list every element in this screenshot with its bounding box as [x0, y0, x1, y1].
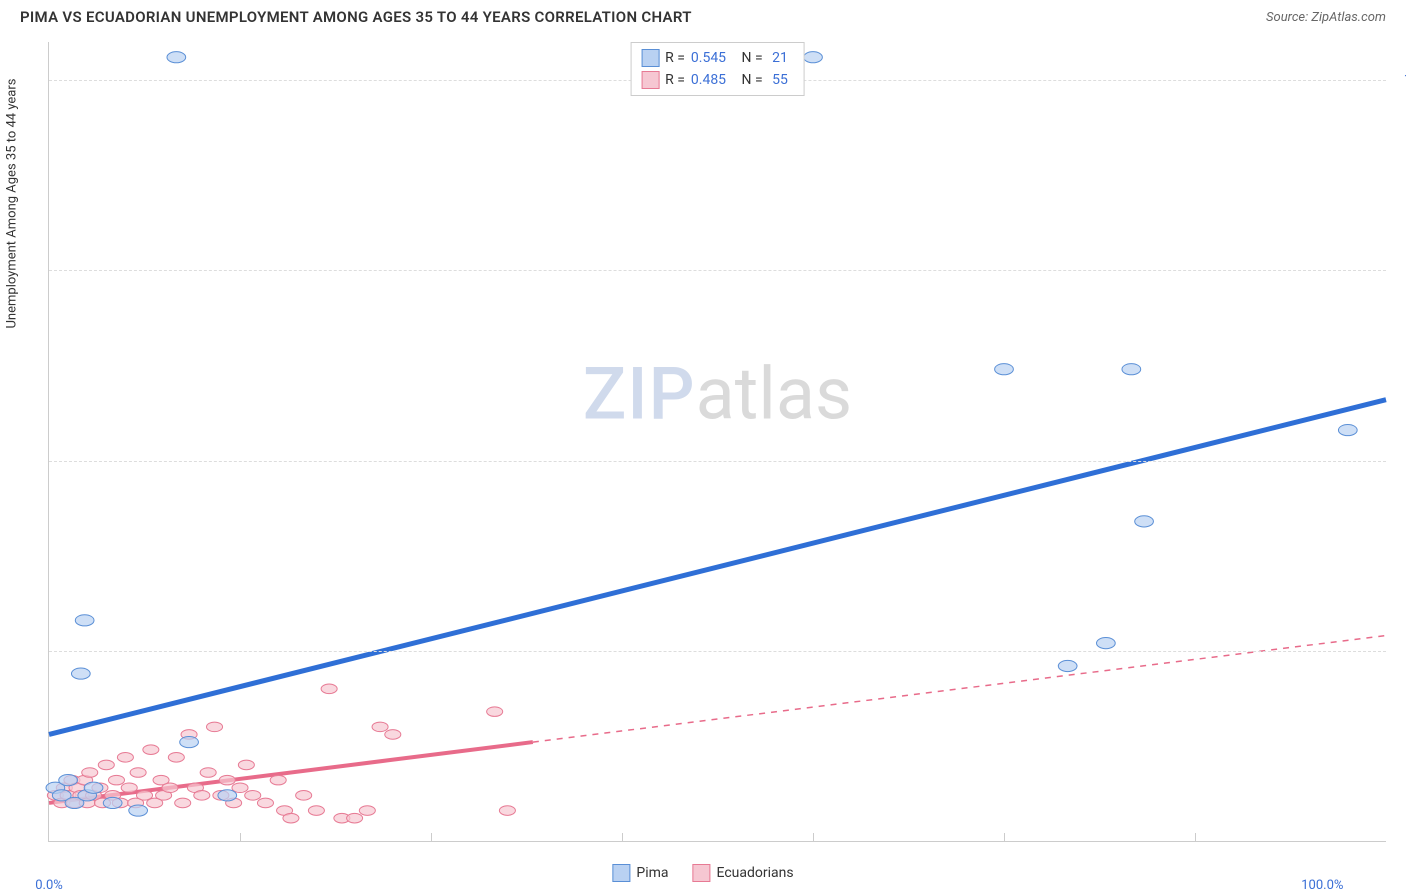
stats-legend-row: R = 0.545 N = 21 [641, 47, 794, 69]
data-point [129, 805, 148, 816]
data-point [296, 791, 312, 801]
y-tick-label: 50.0% [1391, 453, 1406, 468]
data-point [168, 753, 184, 763]
x-tick-label: 0.0% [35, 878, 63, 893]
bottom-legend: Pima Ecuadorians [612, 864, 793, 882]
data-point [200, 768, 216, 778]
data-point [347, 813, 363, 823]
data-point [82, 768, 98, 778]
data-point [232, 783, 248, 793]
data-point [257, 798, 273, 808]
data-point [1135, 516, 1154, 527]
data-point [1097, 638, 1116, 649]
source-label: Source: ZipAtlas.com [1266, 10, 1386, 25]
y-axis-label: Unemployment Among Ages 35 to 44 years [5, 79, 20, 329]
y-tick-label: 75.0% [1391, 263, 1406, 278]
data-point [71, 668, 90, 679]
gridline-y [49, 461, 1386, 462]
legend-label: Ecuadorians [717, 865, 794, 881]
data-point [167, 52, 186, 63]
data-point [995, 364, 1014, 375]
data-point [162, 783, 178, 793]
data-point [804, 52, 823, 63]
legend-swatch [693, 864, 711, 882]
trend-line [49, 400, 1386, 735]
tick-x [431, 833, 432, 841]
title-bar: PIMA VS ECUADORIAN UNEMPLOYMENT AMONG AG… [0, 0, 1406, 30]
data-point [194, 791, 210, 801]
y-tick-label: 100.0% [1391, 73, 1406, 88]
data-point [283, 813, 299, 823]
data-point [1338, 424, 1357, 435]
legend-swatch [612, 864, 630, 882]
data-point [180, 736, 199, 747]
n-label: N = [738, 72, 763, 88]
legend-item: Ecuadorians [693, 864, 794, 882]
data-point [270, 775, 286, 785]
tick-x [622, 833, 623, 841]
stats-legend: R = 0.545 N = 21R = 0.485 N = 55 [630, 42, 805, 96]
tick-x [1195, 833, 1196, 841]
data-point [121, 783, 137, 793]
data-point [59, 775, 78, 786]
data-point [372, 722, 388, 732]
legend-label: Pima [636, 865, 668, 881]
r-label: R = [665, 72, 685, 88]
chart-title: PIMA VS ECUADORIAN UNEMPLOYMENT AMONG AG… [20, 8, 692, 26]
tick-x [1004, 833, 1005, 841]
data-point [487, 707, 503, 717]
data-point [103, 797, 122, 808]
x-tick-label: 100.0% [1301, 878, 1343, 893]
stats-legend-row: R = 0.485 N = 55 [641, 69, 794, 91]
gridline-y [49, 651, 1386, 652]
tick-x [240, 833, 241, 841]
data-point [143, 745, 159, 755]
legend-swatch [641, 49, 659, 67]
n-value: 21 [769, 50, 788, 66]
y-tick-label: 25.0% [1391, 643, 1406, 658]
tick-x [813, 833, 814, 841]
data-point [98, 760, 114, 770]
r-label: R = [665, 50, 685, 66]
data-point [385, 730, 401, 740]
data-point [218, 790, 237, 801]
chart-container: ZIPatlas 25.0%50.0%75.0%100.0% 0.0%100.0… [48, 42, 1386, 842]
data-point [499, 806, 515, 816]
data-point [308, 806, 324, 816]
data-point [238, 760, 254, 770]
data-point [207, 722, 223, 732]
data-point [108, 775, 124, 785]
legend-item: Pima [612, 864, 668, 882]
plot-area: ZIPatlas 25.0%50.0%75.0%100.0% 0.0%100.0… [48, 42, 1386, 842]
n-label: N = [738, 50, 763, 66]
gridline-y [49, 270, 1386, 271]
data-point [75, 615, 94, 626]
data-point [321, 684, 337, 694]
data-point [359, 806, 375, 816]
data-point [1122, 364, 1141, 375]
data-point [175, 798, 191, 808]
r-value: 0.485 [691, 72, 726, 88]
data-point [245, 791, 261, 801]
trend-line [49, 742, 533, 803]
legend-swatch [641, 71, 659, 89]
n-value: 55 [769, 72, 788, 88]
data-point [219, 775, 235, 785]
data-point [84, 782, 103, 793]
data-point [1058, 660, 1077, 671]
plot-svg [49, 42, 1386, 841]
data-point [117, 753, 133, 763]
data-point [130, 768, 146, 778]
r-value: 0.545 [691, 50, 726, 66]
